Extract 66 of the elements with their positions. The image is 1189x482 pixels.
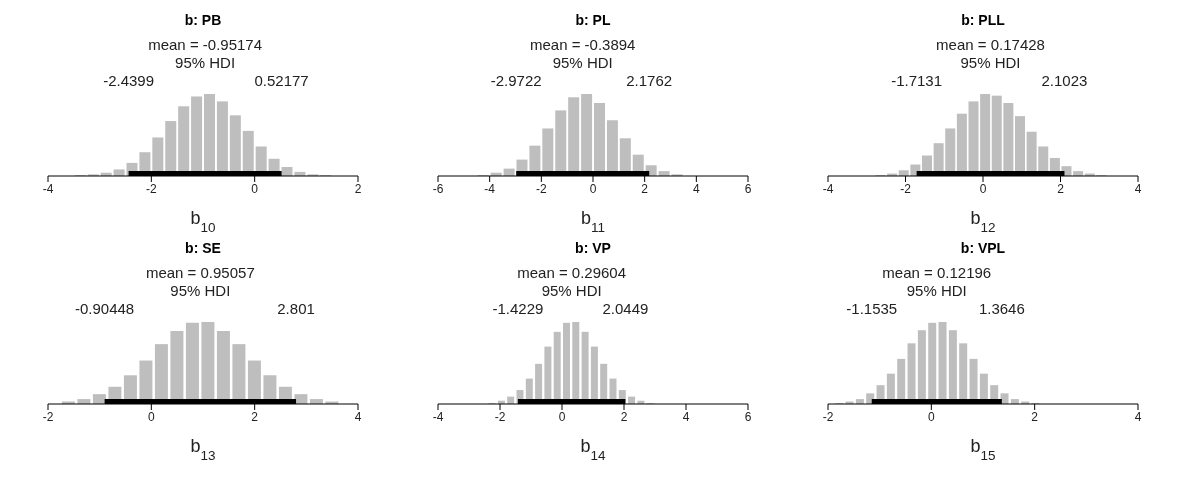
x-tick-label: 6	[744, 409, 752, 424]
x-tick-label: 2	[354, 181, 362, 196]
text: 1.3646	[978, 300, 1025, 317]
text: -1.1535	[846, 300, 898, 317]
x-tick-label: 2	[620, 409, 628, 424]
x-tick-label: 6	[744, 181, 752, 196]
x-tick-label: 4	[1134, 409, 1142, 424]
x-tick-label: 0	[589, 181, 597, 196]
text: -2.4399	[103, 72, 155, 89]
band-label: 95% HDI	[960, 54, 1021, 71]
x-tick-label: -2	[494, 409, 506, 424]
text: 2.1762	[626, 72, 673, 89]
x-tick-label: -2	[822, 409, 834, 424]
band-label: 95% HDI	[170, 282, 231, 299]
x-axis-title: b$_{11}$	[580, 208, 606, 235]
chart-title: b: PLL	[961, 12, 1005, 28]
x-tick-label: 0	[558, 409, 566, 424]
x-axis-title: b$_{10}$	[190, 208, 216, 235]
band-label: 95% HDI	[906, 282, 967, 299]
band-label: 95% HDI	[541, 282, 602, 299]
text: -1.4229	[492, 300, 544, 317]
x-tick-label: -2	[900, 181, 912, 196]
x-tick-label: 0	[147, 409, 155, 424]
text: 0.52177	[254, 72, 309, 89]
x-tick-label: 2	[641, 181, 649, 196]
x-tick-label: 2	[1031, 409, 1039, 424]
text: mean = 0.95057	[145, 264, 255, 281]
x-tick-label: 4	[692, 181, 700, 196]
text: mean = -0.3894	[529, 36, 636, 53]
x-tick-label: -4	[42, 181, 54, 196]
x-axis-title: b$_{12}$	[970, 208, 996, 235]
x-tick-label: 4	[1134, 181, 1142, 196]
x-tick-label: 2	[1057, 181, 1065, 196]
text: mean = 0.17428	[936, 36, 1045, 53]
x-tick-label: 2	[251, 409, 259, 424]
text: 2.801	[277, 300, 315, 317]
text: -0.90448	[74, 300, 135, 317]
chart-title: b: SE	[185, 240, 221, 256]
x-tick-label: -4	[484, 181, 496, 196]
x-tick-label: -2	[536, 181, 547, 196]
x-tick-label: 0	[927, 409, 935, 424]
x-axis-title: b$_{14}$	[580, 436, 606, 463]
x-axis-title: b$_{15}$	[970, 436, 996, 463]
text: mean = -0.95174	[148, 36, 263, 53]
x-tick-label: -4	[822, 181, 834, 196]
x-tick-label: 0	[979, 181, 987, 196]
chart-title: b: PB	[184, 12, 222, 28]
x-tick-label: 4	[354, 409, 362, 424]
text: 2.0449	[602, 300, 649, 317]
text: mean = 0.29604	[517, 264, 627, 281]
band-label: 95% HDI	[552, 54, 613, 71]
x-tick-label: 0	[251, 181, 259, 196]
text: 2.1023	[1041, 72, 1088, 89]
x-tick-label: -2	[42, 409, 54, 424]
band-label: 95% HDI	[175, 54, 236, 71]
text: mean = 0.12196	[882, 264, 992, 281]
x-tick-label: -2	[146, 181, 157, 196]
x-tick-label: -6	[432, 181, 444, 196]
x-tick-label: 4	[682, 409, 690, 424]
chart-title: b: PL	[575, 12, 611, 28]
chart-title: b: VP	[575, 240, 611, 256]
x-axis-title: b$_{13}$	[190, 436, 216, 463]
x-tick-label: -4	[432, 409, 444, 424]
chart-title: b: VPL	[960, 240, 1006, 256]
text: -2.9722	[490, 72, 542, 89]
text: -1.7131	[891, 72, 943, 89]
